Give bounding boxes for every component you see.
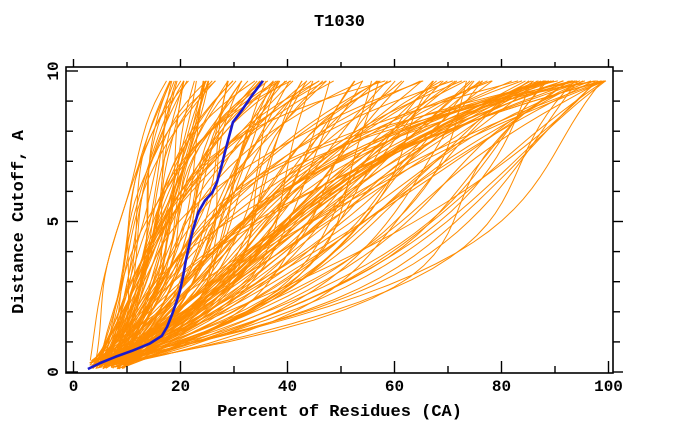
chart-title: T1030	[313, 13, 365, 32]
model-curve	[116, 80, 530, 366]
x-axis-title: Percent of Residues (CA)	[217, 403, 462, 422]
model-curve	[96, 80, 249, 362]
model-curve	[118, 80, 564, 367]
y-tick-label: 5	[45, 217, 63, 227]
x-tick-label: 80	[492, 378, 511, 396]
model-curve	[115, 80, 538, 366]
model-curve	[118, 80, 281, 364]
model-curve	[91, 80, 579, 362]
model-curve	[110, 80, 581, 367]
model-curve	[126, 80, 606, 366]
model-curve	[126, 80, 423, 366]
model-curve	[104, 80, 314, 367]
model-curve	[105, 80, 185, 369]
model-curve	[99, 80, 185, 361]
model-curve	[113, 80, 603, 361]
model-curve	[95, 80, 605, 365]
x-tick-label: 20	[171, 378, 190, 396]
model-curve	[96, 80, 576, 369]
model-curve	[99, 80, 542, 367]
x-tick-label: 100	[594, 378, 623, 396]
axis-ticks	[66, 59, 623, 373]
model-curve	[125, 80, 392, 364]
model-curve	[96, 80, 207, 366]
model-curve	[116, 80, 584, 365]
model-curve	[113, 80, 576, 362]
model-curve	[113, 80, 210, 366]
model-curve	[115, 80, 229, 366]
model-curve	[103, 80, 234, 362]
model-curve	[92, 80, 550, 363]
model-curve	[102, 80, 386, 364]
x-tick-label: 0	[69, 378, 79, 396]
model-curve	[119, 80, 453, 366]
model-curve	[103, 80, 466, 368]
model-curve	[118, 80, 256, 365]
model-curve	[99, 80, 380, 364]
model-curve	[92, 80, 603, 367]
model-curve	[107, 80, 205, 366]
model-curve	[104, 80, 602, 369]
model-curve	[117, 80, 547, 368]
model-curve	[96, 80, 463, 365]
model-curve	[91, 80, 599, 366]
model-curve	[116, 80, 243, 369]
y-tick-label: 0	[45, 367, 63, 377]
model-curve	[110, 80, 554, 365]
model-curve	[99, 80, 288, 367]
model-curve	[125, 80, 488, 366]
model-curve	[99, 80, 481, 363]
model-curve	[89, 80, 558, 364]
model-curve	[96, 80, 229, 367]
model-curve	[93, 80, 292, 363]
model-curve	[125, 80, 442, 366]
model-curve	[107, 80, 555, 366]
model-curve	[104, 80, 534, 369]
x-tick-label: 40	[278, 378, 297, 396]
model-curve	[93, 80, 596, 367]
model-curve	[104, 80, 172, 368]
model-curve	[103, 80, 512, 368]
model-curve	[123, 80, 388, 366]
plot-frame	[65, 66, 614, 374]
model-curves-group	[89, 80, 607, 370]
model-curve	[98, 80, 604, 365]
model-curve	[107, 80, 571, 365]
axis-tick-labels: 0 20 40 60 80 100 0 5 10	[45, 61, 623, 396]
model-curve	[117, 80, 290, 369]
model-curve	[118, 80, 493, 367]
axes-frame	[65, 66, 614, 374]
model-curve	[103, 80, 216, 363]
highlighted-model-curve	[87, 80, 264, 371]
highlighted-model-group	[87, 80, 264, 371]
x-tick-label: 60	[385, 378, 404, 396]
model-curve	[114, 80, 584, 368]
model-curve	[89, 80, 189, 361]
model-curve	[111, 80, 574, 365]
y-tick-label: 10	[45, 61, 63, 80]
model-curve	[111, 80, 594, 366]
